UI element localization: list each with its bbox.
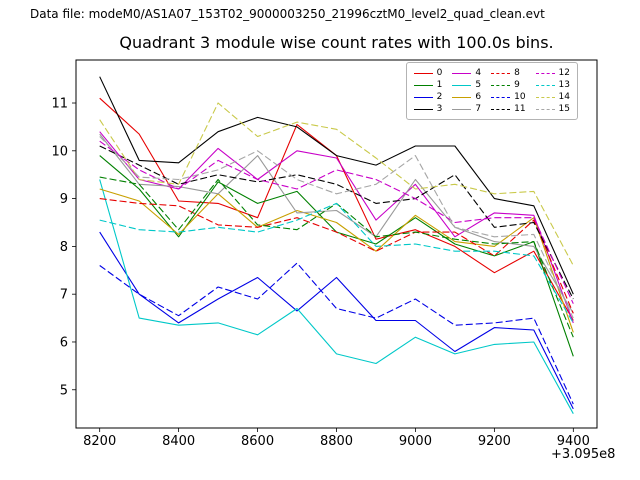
- legend-line-sample: [452, 108, 472, 110]
- legend-entry-label: 0: [436, 68, 443, 78]
- x-tick-label: 8200: [83, 434, 116, 449]
- x-tick-label: 9400: [557, 434, 590, 449]
- legend-entry-label: 8: [514, 68, 520, 78]
- series-line-10: [99, 262, 574, 405]
- legend-entry-label: 10: [514, 92, 526, 102]
- legend-line-sample: [452, 84, 472, 86]
- legend-entry: 0: [413, 67, 443, 79]
- series-line-8: [99, 198, 574, 314]
- legend-entry-label: 4: [475, 68, 482, 78]
- legend-line-sample: [452, 72, 472, 74]
- series-line-14: [99, 102, 574, 266]
- legend-entry-label: 1: [436, 80, 443, 90]
- y-tick-label: 5: [60, 383, 68, 398]
- series-line-2: [99, 231, 574, 410]
- series-line-6: [99, 188, 574, 333]
- legend-line-sample: [491, 84, 511, 86]
- legend-entry: 7: [452, 103, 481, 115]
- x-tick-label: 8600: [241, 434, 274, 449]
- y-tick-label: 6: [60, 335, 68, 350]
- legend-entry: 9: [491, 79, 525, 91]
- legend-line-sample: [535, 72, 555, 74]
- legend-line-sample: [413, 72, 433, 74]
- y-tick-label: 7: [60, 288, 68, 303]
- chart-title: Quadrant 3 module wise count rates with …: [119, 33, 554, 52]
- legend-entry: 14: [535, 91, 570, 103]
- legend-entry-label: 3: [436, 104, 443, 114]
- legend-entry: 11: [491, 103, 526, 115]
- series-line-13: [99, 202, 574, 324]
- y-tick-label: 10: [51, 144, 68, 159]
- legend-entry: 12: [535, 67, 570, 79]
- legend-line-sample: [535, 84, 555, 86]
- series-line-15: [99, 136, 574, 319]
- legend-entry-label: 2: [436, 92, 443, 102]
- legend-line-sample: [491, 96, 511, 98]
- y-tick-label: 8: [60, 240, 68, 255]
- legend-entry-label: 14: [558, 92, 570, 102]
- legend-line-sample: [535, 96, 555, 98]
- series-line-11: [99, 145, 574, 300]
- series-line-0: [99, 97, 574, 321]
- x-tick-label: 8400: [162, 434, 195, 449]
- series-line-5: [99, 179, 574, 414]
- legend-line-sample: [413, 96, 433, 98]
- x-axis-offset-label: +3.095e8: [551, 447, 616, 462]
- data-file-label: Data file: modeM0/AS1A07_153T02_90000032…: [30, 7, 545, 21]
- x-tick-label: 8800: [320, 434, 353, 449]
- legend-entry-label: 11: [514, 104, 526, 114]
- series-line-7: [99, 133, 574, 314]
- legend-entry-label: 5: [475, 80, 482, 90]
- legend-entry-label: 6: [475, 92, 482, 102]
- legend-entry: 1: [413, 79, 443, 91]
- legend-entry-label: 9: [514, 80, 520, 90]
- legend-entry-label: 7: [475, 104, 482, 114]
- legend-line-sample: [491, 108, 511, 110]
- legend-entry: 2: [413, 91, 443, 103]
- legend-line-sample: [413, 108, 433, 110]
- legend-entry-label: 12: [558, 68, 570, 78]
- y-tick-label: 11: [51, 97, 68, 112]
- legend-line-sample: [491, 72, 511, 74]
- legend-entry: 8: [491, 67, 525, 79]
- legend-entry: 6: [452, 91, 481, 103]
- legend-entry: 10: [491, 91, 526, 103]
- legend-entry: 15: [535, 103, 570, 115]
- legend-entry: 5: [452, 79, 481, 91]
- legend: 0 1 2 3 4 5 6 7 8 9 10 11 12 13 14 15: [405, 62, 578, 120]
- legend-entry-label: 13: [558, 80, 570, 90]
- series-line-9: [99, 176, 574, 338]
- y-tick-label: 9: [60, 192, 68, 207]
- x-tick-label: 9200: [478, 434, 511, 449]
- legend-entry-label: 15: [558, 104, 570, 114]
- series-line-12: [99, 140, 574, 304]
- legend-entry: 4: [452, 67, 481, 79]
- x-tick-label: 9000: [399, 434, 432, 449]
- series-line-3: [99, 76, 574, 295]
- legend-line-sample: [452, 96, 472, 98]
- legend-entry: 3: [413, 103, 443, 115]
- legend-line-sample: [535, 108, 555, 110]
- legend-entry: 13: [535, 79, 570, 91]
- legend-line-sample: [413, 84, 433, 86]
- axes-frame: [75, 59, 598, 429]
